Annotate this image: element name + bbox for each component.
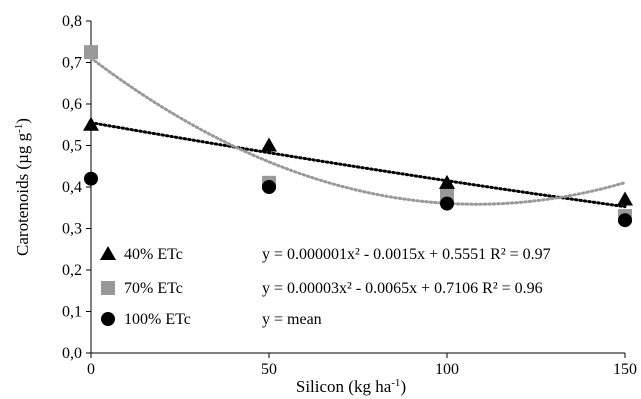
- legend-label: 40% ETc: [124, 246, 183, 263]
- point-circle: [440, 196, 454, 211]
- y-tick-label: 0,6: [62, 96, 82, 113]
- legend-marker: [101, 281, 115, 295]
- fit-line-2: [89, 56, 627, 206]
- legend-equation: y = mean: [262, 311, 322, 328]
- point-square: [84, 45, 98, 60]
- fit-line-1: [89, 121, 627, 209]
- legend-equation: y = 0.00003x² - 0.0065x + 0.7106 R² = 0.…: [262, 280, 543, 297]
- legend-label: 100% ETc: [124, 311, 191, 328]
- point-triangle: [439, 174, 455, 189]
- x-axis-title: Silicon (kg ha-1): [296, 377, 406, 396]
- legend-equation: y = 0.000001x² - 0.0015x + 0.5551 R² = 0…: [262, 246, 551, 263]
- y-tick-label: 0,5: [62, 138, 82, 155]
- legend-label: 70% ETc: [124, 280, 183, 297]
- y-tick-label: 0,0: [62, 345, 82, 362]
- y-tick-label: 0,1: [62, 304, 82, 321]
- x-tick-label: 100: [435, 361, 459, 378]
- x-tick-label: 50: [261, 361, 277, 378]
- point-circle: [618, 213, 632, 228]
- point-circle: [262, 180, 276, 194]
- point-triangle: [617, 191, 633, 206]
- y-tick-label: 0,7: [62, 55, 82, 72]
- y-axis-title: Carotenoids (µg g-1): [13, 118, 32, 256]
- legend-marker: [100, 246, 116, 260]
- y-tick-label: 0,8: [62, 13, 82, 30]
- axes: 0,0 0,1 0,2 0,3 0,4 0,5 0,6 0,7 0,8 0 50 100 150: [62, 13, 637, 378]
- point-triangle: [83, 116, 99, 131]
- point-triangle: [261, 137, 277, 152]
- y-tick-label: 0,4: [62, 179, 82, 196]
- legend-marker: [101, 312, 115, 326]
- x-tick-label: 0: [87, 361, 95, 378]
- fit-lines: [89, 56, 627, 209]
- legend: 40% ETc y = 0.000001x² - 0.0015x + 0.5551…: [100, 246, 551, 328]
- y-tick-label: 0,3: [62, 221, 82, 238]
- y-tick-label: 0,2: [62, 262, 82, 279]
- point-circle: [84, 171, 98, 186]
- data-points: [83, 45, 633, 228]
- x-tick-label: 150: [613, 361, 637, 378]
